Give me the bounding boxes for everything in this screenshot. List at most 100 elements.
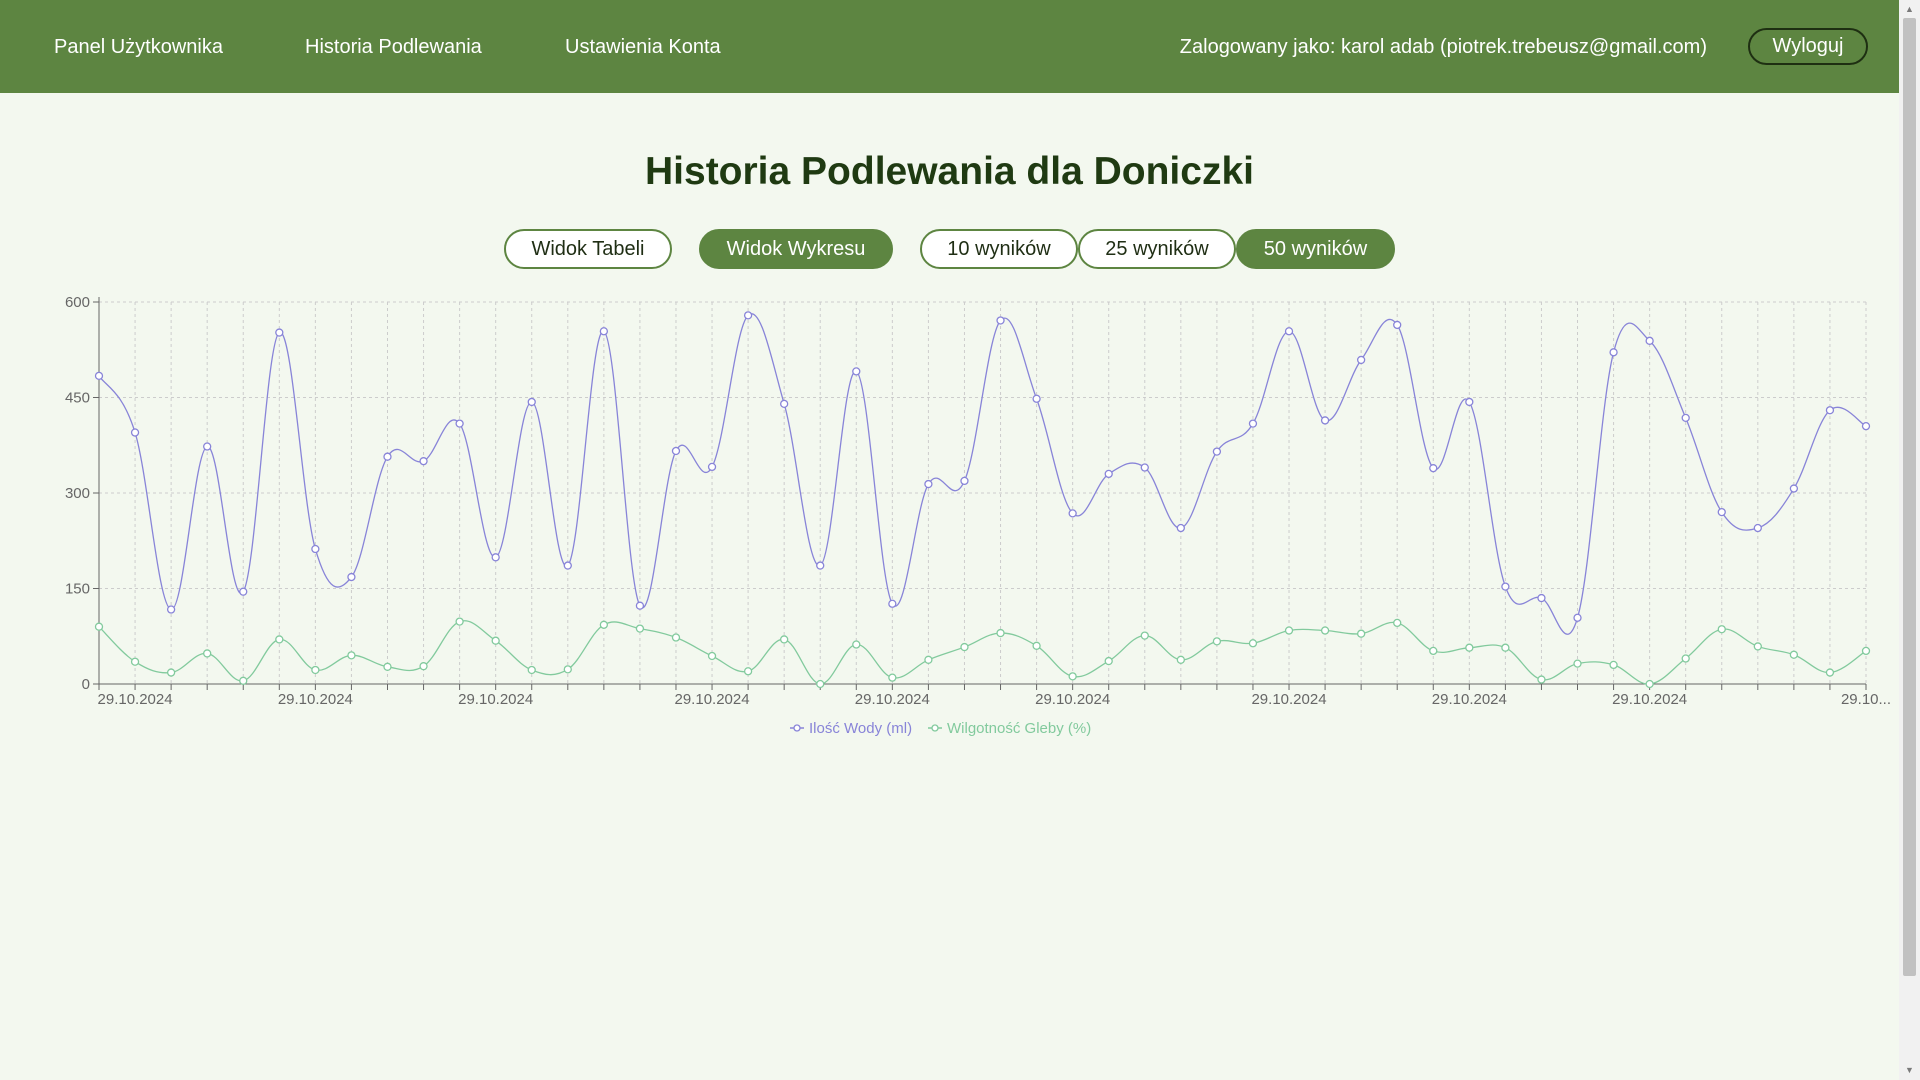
data-point-water — [1212, 447, 1222, 456]
x-tick-label: 29.10.2024 — [1035, 691, 1110, 708]
data-point-moisture — [635, 624, 645, 633]
data-point-water — [1320, 416, 1330, 425]
data-point-moisture — [1501, 643, 1510, 652]
data-point-moisture — [780, 635, 789, 644]
y-tick-label: 450 — [65, 390, 90, 407]
data-point-moisture — [1537, 675, 1546, 684]
data-point-water — [419, 457, 428, 466]
data-point-moisture — [924, 655, 933, 664]
data-point-moisture — [1465, 643, 1474, 652]
y-tick-label: 300 — [65, 485, 90, 502]
data-point-moisture — [1717, 625, 1726, 634]
data-point-water — [1393, 320, 1402, 330]
data-point-water — [1681, 413, 1690, 423]
data-point-water — [347, 572, 356, 582]
x-tick-label: 29.10.2024 — [458, 691, 533, 708]
data-point-water — [563, 561, 572, 570]
x-tick-label: 29.10.2024 — [675, 691, 750, 708]
data-point-moisture — [1176, 655, 1185, 664]
nav-historia-podlewania[interactable]: Historia Podlewania — [305, 36, 482, 58]
y-tick-label: 0 — [82, 676, 90, 693]
logout-button[interactable]: Wyloguj — [1748, 28, 1868, 65]
data-point-moisture — [347, 651, 356, 660]
legend-item-moisture: Wilgotność Gleby (%) — [928, 720, 1091, 737]
data-point-moisture — [1104, 656, 1113, 666]
results-25-button[interactable]: 25 wyników — [1078, 229, 1236, 269]
data-point-water — [1032, 394, 1041, 403]
data-point-water — [1573, 613, 1582, 622]
data-point-water — [1825, 406, 1835, 415]
data-point-water — [1717, 507, 1726, 517]
data-point-water — [743, 311, 753, 320]
results-50-button[interactable]: 50 wyników — [1236, 229, 1395, 269]
scroll-up-arrow-icon[interactable]: ▲ — [1905, 4, 1914, 14]
data-point-moisture — [239, 676, 248, 685]
data-point-moisture — [419, 662, 428, 671]
x-tick-label: 29.10.2024 — [855, 691, 930, 708]
data-point-moisture — [383, 662, 392, 671]
data-point-water — [780, 399, 789, 409]
page-title: Historia Podlewania dla Doniczki — [645, 150, 1254, 193]
data-point-moisture — [1753, 642, 1762, 651]
data-point-moisture — [1140, 631, 1149, 640]
data-point-moisture — [1645, 679, 1654, 689]
scrollbar-thumb[interactable] — [1903, 18, 1916, 976]
legend-item-water: Ilość Wody (ml) — [790, 720, 912, 737]
table-view-button[interactable]: Widok Tabeli — [504, 229, 672, 269]
data-point-moisture — [707, 651, 717, 661]
data-point-water — [1645, 336, 1654, 345]
data-point-moisture — [94, 622, 104, 631]
chart-grid — [98, 301, 1867, 685]
data-point-moisture — [743, 667, 753, 676]
data-point-water — [166, 605, 176, 614]
data-point-moisture — [1429, 646, 1438, 656]
data-point-moisture — [960, 642, 969, 652]
top-navbar: Panel Użytkownika Historia Podlewania Us… — [0, 0, 1899, 93]
legend-label: Wilgotność Gleby (%) — [947, 720, 1091, 737]
x-tick-label: 29.10.2024 — [98, 691, 173, 708]
data-point-water — [130, 428, 140, 437]
data-point-water — [203, 442, 212, 451]
x-tick-label: 29.10.2024 — [1432, 691, 1507, 708]
watering-history-chart: 0 150 300 450 600 29.10.2024 29.10.2024 29.10.2… — [0, 285, 1899, 745]
data-point-water — [707, 462, 717, 472]
data-point-moisture — [455, 617, 464, 626]
data-point-moisture — [1861, 646, 1871, 656]
data-point-water — [1429, 464, 1438, 473]
data-point-moisture — [996, 628, 1005, 638]
legend-label: Ilość Wody (ml) — [809, 720, 912, 737]
data-point-moisture — [1212, 637, 1222, 646]
data-point-moisture — [1609, 660, 1618, 670]
data-point-moisture — [1573, 659, 1582, 668]
nav-panel-uzytkownika[interactable]: Panel Użytkownika — [54, 36, 223, 58]
nav-ustawienia-konta[interactable]: Ustawienia Konta — [565, 36, 721, 58]
data-point-moisture — [1393, 618, 1402, 628]
data-point-water — [239, 587, 248, 596]
data-point-moisture — [1356, 629, 1366, 638]
y-tick-label: 150 — [65, 581, 90, 598]
chart-view-button[interactable]: Widok Wykresu — [699, 229, 893, 269]
data-point-moisture — [311, 665, 320, 675]
data-point-water — [996, 316, 1005, 325]
data-point-water — [1609, 348, 1618, 357]
data-point-water — [599, 327, 609, 336]
data-point-water — [1248, 419, 1258, 428]
data-point-moisture — [527, 665, 536, 675]
data-point-water — [491, 553, 500, 562]
data-point-moisture — [852, 640, 861, 649]
data-point-water — [275, 328, 284, 337]
scroll-down-arrow-icon[interactable]: ▼ — [1905, 1065, 1914, 1075]
series-line-moisture — [98, 620, 1867, 685]
data-point-water — [960, 476, 969, 486]
data-point-water — [383, 452, 392, 461]
data-point-moisture — [888, 673, 897, 682]
data-point-water — [924, 479, 933, 489]
data-point-moisture — [130, 657, 140, 666]
chart-axes: 0 150 300 450 600 29.10.2024 29.10.2024 29.10.2… — [65, 294, 1891, 708]
data-point-water — [1356, 355, 1366, 365]
logged-in-user-info: Zalogowany jako: karol adab (piotrek.tre… — [1179, 36, 1707, 58]
results-10-button[interactable]: 10 wyników — [920, 229, 1078, 269]
data-point-moisture — [1789, 650, 1799, 659]
chart-svg: 0 150 300 450 600 29.10.2024 29.10.2024 29.10.2… — [65, 294, 1891, 737]
data-point-water — [1789, 484, 1799, 493]
